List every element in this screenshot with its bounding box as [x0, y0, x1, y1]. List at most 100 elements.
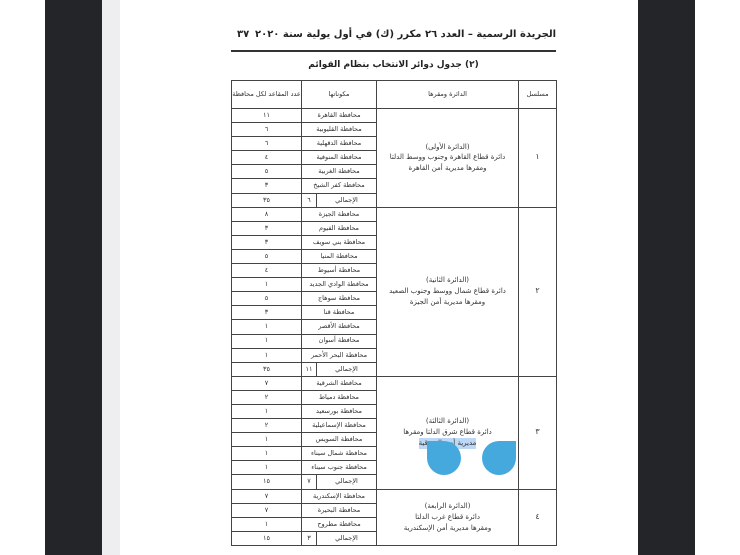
serial-cell: ٢: [518, 206, 558, 377]
col-seats: عدد المقاعد لكل محافظة: [231, 80, 302, 109]
table-row: ٢ (الدائرة الثانية) دائرة قطاع شمال ووسط و…: [231, 206, 558, 377]
province-seats: ٣: [231, 305, 302, 321]
table-row: محافظة مطروح ١: [231, 516, 557, 532]
province-name: محافظة القليوبية: [300, 122, 378, 138]
table-row: محافظة القليوبية ٦: [231, 122, 557, 138]
province-name: محافظة دمياط: [300, 389, 378, 405]
page-number: ٣٧: [237, 29, 250, 40]
province-name: محافظة المنوفية: [300, 150, 378, 166]
district-line: (الدائرة الثالثة): [425, 417, 470, 426]
total-label: الإجمالي: [316, 474, 378, 490]
province-seats: ٢: [231, 418, 302, 434]
province-name: محافظة بني سويف: [300, 234, 378, 250]
district-line: دائرة قطاع شرق الدلتا ومقرها: [403, 428, 492, 437]
province-seats: ١: [231, 319, 302, 335]
province-name: محافظة قنا: [300, 305, 378, 321]
col-district: الدائرة ومقرها: [376, 80, 520, 109]
province-name: محافظة الإسماعيلية: [300, 418, 378, 434]
total-label: الإجمالي: [316, 192, 378, 208]
table-row: ٤ (الدائرة الرابعة) دائرة قطاع غرب الدلتا و…: [231, 488, 558, 546]
district-line: دائرة قطاع غرب الدلتا: [415, 512, 480, 521]
district-line: (الدائرة الثانية): [426, 276, 470, 285]
province-seats: ٥: [231, 291, 302, 307]
province-name: محافظة الوادي الجديد: [300, 277, 378, 293]
district-line: ومقرها مديرية أمن الجيزة: [409, 298, 486, 307]
province-name: محافظة الأقصر: [300, 319, 378, 335]
province-seats: ١١: [231, 107, 302, 124]
province-seats: ١: [231, 403, 302, 420]
province-seats: ٦: [231, 136, 302, 152]
province-seats: ١: [231, 516, 302, 532]
serial-cell: ٤: [518, 488, 558, 546]
province-seats: ٨: [231, 206, 302, 222]
province-name: محافظة الإسكندرية: [300, 488, 378, 504]
table-row: محافظة المنوفية ٤: [231, 150, 557, 166]
total-row: الإجمالي ٧ ١٥: [231, 474, 557, 490]
province-name: محافظة مطروح: [300, 516, 378, 532]
province-seats: ١: [231, 333, 302, 349]
province-seats: ٢: [231, 389, 302, 405]
total-seats: ٣٥: [231, 361, 302, 377]
table-title: (٢) جدول دوائر الانتخاب بنظام القوائم: [308, 60, 479, 70]
district-cell: (الدائرة الثانية) دائرة قطاع شمال ووسط وج…: [376, 206, 520, 377]
province-seats: ٧: [231, 502, 302, 518]
district-line: (الدائرة الأولى): [425, 142, 470, 151]
province-seats: ٥: [231, 248, 302, 265]
districts-table: مسلسل الدائرة ومقرها مكوناتها عدد المقاع…: [231, 80, 558, 546]
col-components: مكوناتها: [300, 80, 378, 109]
table-row: ١ (الدائرة الأولى) دائرة قطاع القاهرة وجنو…: [231, 107, 558, 208]
table-header-row: مسلسل الدائرة ومقرها مكوناتها عدد المقاع…: [231, 80, 558, 109]
total-seats: ١٥: [231, 474, 302, 490]
province-name: محافظة السويس: [300, 432, 378, 448]
district-line: دائرة قطاع شمال ووسط وجنوب الصعيد: [389, 287, 506, 296]
province-seats: ٣: [231, 220, 302, 236]
district-line: ومقرها مديرية أمن الإسكندرية: [403, 523, 492, 532]
province-seats: ٥: [231, 164, 302, 180]
province-seats: ٧: [231, 488, 302, 504]
province-seats: ٤: [231, 263, 302, 279]
district-cell: (الدائرة الثالثة) دائرة قطاع شرق الدلتا و…: [376, 375, 520, 490]
province-seats: ٦: [231, 122, 302, 138]
province-name: محافظة الغربية: [300, 164, 378, 180]
province-seats: ٣: [231, 234, 302, 250]
total-seats: ١٥: [231, 530, 302, 546]
gazette-title: الجريدة الرسمية – العدد ٢٦ مكرر (ك) في أ…: [255, 29, 556, 40]
district-cell: (الدائرة الرابعة) دائرة قطاع غرب الدلتا وم…: [376, 488, 520, 546]
total-seats: ٣٥: [231, 192, 302, 208]
selection-handle-end[interactable]: [482, 441, 516, 475]
table-row: محافظة بورسعيد ١: [231, 403, 557, 420]
serial-cell: ٣: [518, 375, 558, 490]
province-name: محافظة الفيوم: [300, 220, 378, 236]
total-row: الإجمالي ٦ ٣٥: [231, 192, 557, 208]
total-label: الإجمالي: [316, 361, 378, 377]
table-body: ١ (الدائرة الأولى) دائرة قطاع القاهرة وجنو…: [231, 107, 558, 546]
province-name: محافظة الدقهلية: [300, 136, 378, 152]
province-name: محافظة البحيرة: [300, 502, 378, 518]
total-label: الإجمالي: [316, 530, 378, 546]
total-province-count: ٣: [300, 530, 318, 546]
table-row: محافظة الأقصر ١: [231, 319, 557, 335]
col-serial: مسلسل: [518, 80, 558, 109]
province-seats: ١: [231, 460, 302, 476]
table-row: محافظة جنوب سيناء ١: [231, 460, 557, 476]
district-line: ومقرها مديرية أمن القاهرة: [408, 164, 487, 173]
table-row: محافظة الغربية ٥: [231, 164, 557, 180]
province-seats: ٣: [231, 178, 302, 194]
province-seats: ٧: [231, 375, 302, 391]
province-name: محافظة القاهرة: [300, 107, 378, 124]
province-name: محافظة الجيزة: [300, 206, 378, 222]
total-row: الإجمالي ٣ ١٥: [231, 530, 557, 546]
total-province-count: ١١: [300, 361, 318, 377]
total-province-count: ٦: [300, 192, 318, 208]
province-name: محافظة سوهاج: [300, 291, 378, 307]
province-name: محافظة كفر الشيخ: [300, 178, 378, 194]
district-line: (الدائرة الرابعة): [424, 501, 471, 510]
province-name: محافظة البحر الأحمر: [300, 347, 378, 363]
province-name: محافظة أسيوط: [300, 263, 378, 279]
selection-handle-start[interactable]: [427, 441, 461, 475]
table-row: محافظة أسيوط ٤: [231, 263, 557, 279]
gazette-header: الجريدة الرسمية – العدد ٢٦ مكرر (ك) في أ…: [231, 29, 556, 45]
left-dark-frame: [45, 0, 102, 555]
district-cell: (الدائرة الأولى) دائرة قطاع القاهرة وجنوب…: [376, 108, 520, 208]
province-name: محافظة المنيا: [300, 248, 378, 265]
